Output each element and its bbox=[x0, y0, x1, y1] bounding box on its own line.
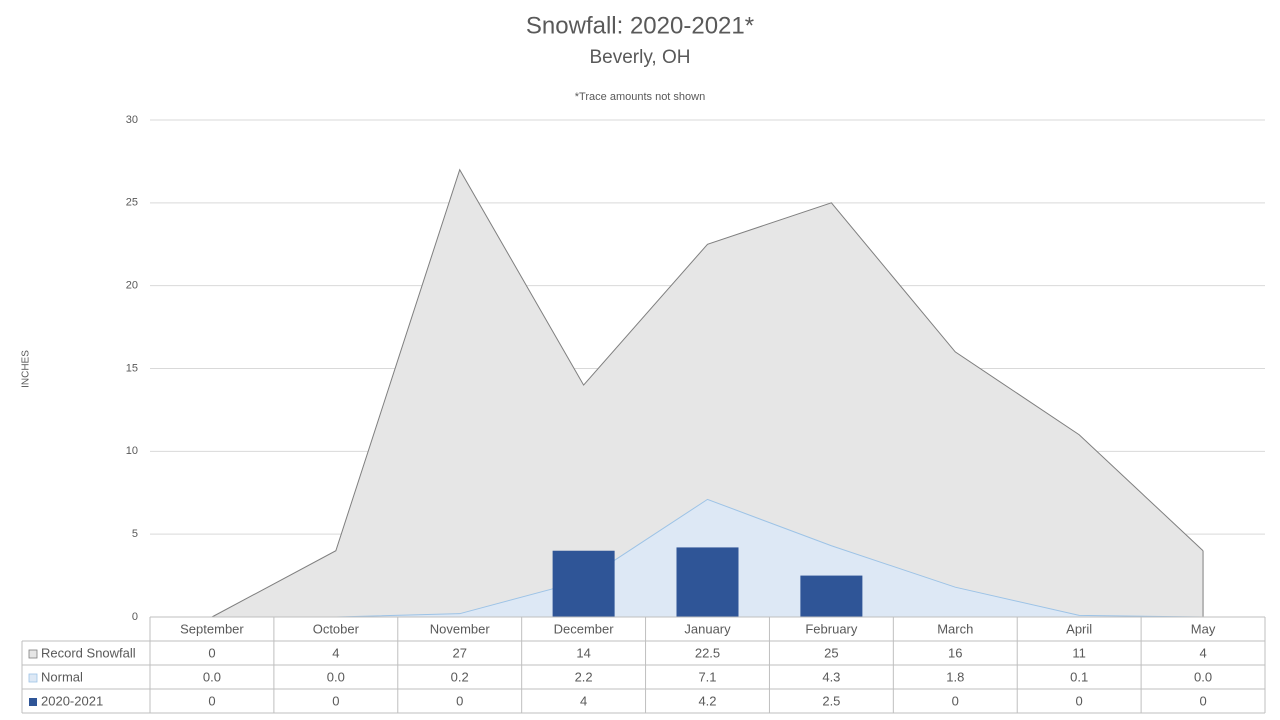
y-axis-label: INCHES bbox=[21, 350, 32, 388]
table-value: 16 bbox=[948, 645, 962, 660]
table-value: 0.1 bbox=[1070, 669, 1088, 684]
y-tick-label: 0 bbox=[132, 611, 138, 623]
table-value: 4 bbox=[580, 693, 587, 708]
x-tick-label: May bbox=[1191, 621, 1216, 636]
table-value: 0 bbox=[208, 693, 215, 708]
x-tick-label: December bbox=[554, 621, 615, 636]
legend-swatch bbox=[29, 698, 37, 706]
table-value: 4 bbox=[1199, 645, 1206, 660]
x-tick-label: September bbox=[180, 621, 244, 636]
table-value: 0.0 bbox=[327, 669, 345, 684]
table-value: 1.8 bbox=[946, 669, 964, 684]
y-tick-label: 30 bbox=[126, 114, 138, 126]
table-value: 2.2 bbox=[575, 669, 593, 684]
table-value: 0 bbox=[1076, 693, 1083, 708]
table-value: 0.0 bbox=[1194, 669, 1212, 684]
table-value: 4 bbox=[332, 645, 339, 660]
annotation: *Trace amounts not shown bbox=[575, 91, 705, 103]
table-value: 11 bbox=[1072, 645, 1086, 660]
y-tick-label: 5 bbox=[132, 528, 138, 540]
legend-label: 2020-2021 bbox=[41, 693, 103, 708]
bar bbox=[676, 547, 739, 617]
table-value: 0 bbox=[456, 693, 463, 708]
table-value: 0.0 bbox=[203, 669, 221, 684]
table-value: 0 bbox=[332, 693, 339, 708]
x-tick-label: November bbox=[430, 621, 491, 636]
chart-title: Snowfall: 2020-2021* bbox=[526, 12, 754, 39]
table-value: 0 bbox=[208, 645, 215, 660]
legend-swatch bbox=[28, 649, 38, 659]
legend-label: Record Snowfall bbox=[41, 645, 136, 660]
x-tick-label: January bbox=[684, 621, 731, 636]
legend-label: Normal bbox=[41, 669, 83, 684]
y-tick-label: 20 bbox=[126, 280, 138, 292]
table-value: 22.5 bbox=[695, 645, 720, 660]
table-value: 27 bbox=[452, 645, 466, 660]
area bbox=[211, 169, 1204, 617]
table-value: 14 bbox=[576, 645, 590, 660]
x-tick-label: October bbox=[313, 621, 360, 636]
table-value: 0 bbox=[1199, 693, 1206, 708]
area-line bbox=[211, 498, 1204, 618]
bar bbox=[552, 550, 615, 617]
legend-swatch bbox=[28, 673, 38, 683]
table-value: 25 bbox=[824, 645, 838, 660]
table-value: 4.2 bbox=[698, 693, 716, 708]
table-value: 4.3 bbox=[822, 669, 840, 684]
table-value: 0 bbox=[952, 693, 959, 708]
area-line bbox=[211, 168, 1204, 618]
x-tick-label: March bbox=[937, 621, 973, 636]
table-value: 0.2 bbox=[451, 669, 469, 684]
table-value: 2.5 bbox=[822, 693, 840, 708]
table-value: 7.1 bbox=[698, 669, 716, 684]
y-tick-label: 10 bbox=[126, 445, 138, 457]
x-tick-label: April bbox=[1066, 621, 1092, 636]
bar bbox=[800, 575, 863, 617]
y-tick-label: 15 bbox=[126, 362, 138, 374]
y-tick-label: 25 bbox=[126, 197, 138, 209]
x-tick-label: February bbox=[805, 621, 858, 636]
chart-subtitle: Beverly, OH bbox=[589, 47, 690, 68]
